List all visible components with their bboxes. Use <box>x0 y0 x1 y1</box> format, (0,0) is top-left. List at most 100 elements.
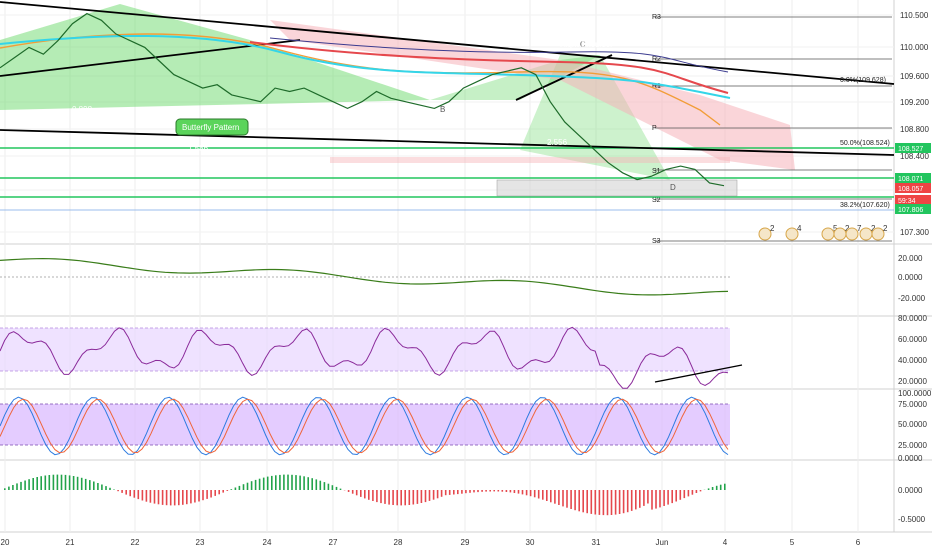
macd-bar <box>707 488 710 490</box>
macd-bar <box>355 490 358 496</box>
level-p: P <box>652 125 657 132</box>
fib-38-label: 38.2%(107.620) <box>840 202 890 209</box>
macd-bar <box>566 490 568 508</box>
macd-bar <box>52 474 55 490</box>
macd-bar <box>388 490 390 505</box>
macd-bar <box>384 490 386 504</box>
macd-bar <box>198 490 200 502</box>
macd-bar <box>380 490 382 504</box>
macd-bar <box>711 487 714 490</box>
price-tick: 107.300 <box>900 228 929 237</box>
macd-bar <box>513 490 516 493</box>
stoch-k-line <box>0 396 729 456</box>
macd-bar <box>206 490 208 499</box>
macd-bar <box>594 490 597 515</box>
pane-tick: 50.0000 <box>898 420 927 429</box>
macd-bar <box>368 490 370 500</box>
price-tag-label: 108.527 <box>898 146 923 153</box>
point-c: C <box>580 40 586 49</box>
macd-bar <box>72 476 75 490</box>
macd-bar <box>428 490 431 501</box>
macd-bar <box>173 490 176 506</box>
macd-bar <box>550 490 552 503</box>
price-tag-bg <box>895 143 931 153</box>
macd-bar <box>453 490 455 495</box>
butterfly-pattern-badge[interactable]: Butterfly Pattern <box>175 118 249 136</box>
macd-bar <box>416 490 419 504</box>
macd-bar <box>44 475 47 490</box>
macd-bar <box>20 481 22 490</box>
macd-bar <box>190 490 192 504</box>
macd-bar <box>93 481 95 490</box>
macd-bar <box>32 478 34 490</box>
macd-bar <box>546 490 548 501</box>
macd-bar <box>40 476 42 490</box>
macd-bar <box>327 483 330 490</box>
macd-bar <box>647 490 649 504</box>
event-badge-count: 5 <box>833 224 838 233</box>
macd-bar <box>529 490 532 497</box>
macd-bar <box>161 490 164 505</box>
macd-bar <box>724 483 726 490</box>
momentum-axis: 20.000 0.0000 -20.000 <box>898 254 926 303</box>
macd-bar <box>606 490 609 516</box>
pane-tick: 40.0000 <box>898 356 927 365</box>
event-badge-icon <box>758 227 772 241</box>
macd-bar <box>691 490 694 495</box>
macd-bar <box>481 490 483 492</box>
price-tag-bg <box>895 204 931 214</box>
macd-bar <box>505 490 508 492</box>
macd-bar <box>246 482 249 490</box>
macd-bar <box>517 490 520 494</box>
macd-bar <box>719 484 722 490</box>
macd-bar <box>622 490 625 514</box>
event-badge-count: 2 <box>883 224 888 233</box>
event-badge-count: 2 <box>845 224 850 233</box>
time-tick: 21 <box>66 538 75 547</box>
macd-bar <box>4 488 6 490</box>
pane-tick: 20.0000 <box>898 377 927 386</box>
macd-bar <box>238 485 241 490</box>
macd-bar <box>695 490 698 493</box>
macd-bar <box>97 483 99 490</box>
macd-bar <box>667 490 669 505</box>
macd-bar <box>157 490 160 505</box>
macd-bar <box>424 490 427 503</box>
macd-bar <box>635 490 637 510</box>
time-tick: 23 <box>196 538 205 547</box>
pane-tick: 0.0000 <box>898 454 923 463</box>
macd-bar <box>578 490 580 512</box>
ratio-047: 0.47 <box>353 21 369 30</box>
macd-bar <box>351 490 354 494</box>
time-tick: 4 <box>723 538 728 547</box>
macd-bar <box>271 475 273 490</box>
macd-bar <box>432 490 435 500</box>
macd-bar <box>598 490 601 515</box>
macd-bar <box>307 477 309 490</box>
macd-bar <box>469 490 471 493</box>
macd-bar <box>311 478 313 490</box>
macd-bar <box>137 490 140 500</box>
macd-bar <box>521 490 524 495</box>
macd-bar <box>266 476 269 490</box>
pane-tick: 60.0000 <box>898 335 927 344</box>
macd-bar <box>28 479 30 490</box>
pane-tick: 100.0000 <box>898 389 932 398</box>
price-tick: 109.600 <box>900 72 929 81</box>
price-tick: 109.200 <box>900 98 929 107</box>
macd-bar <box>258 478 261 490</box>
ma-navy <box>269 37 729 73</box>
event-badge-icon <box>871 227 885 241</box>
macd-bar <box>80 477 83 490</box>
ma-cyan <box>0 34 731 99</box>
macd-bar <box>404 490 406 506</box>
macd-bar <box>533 490 536 498</box>
macd-bar <box>440 490 443 497</box>
level-r1: R1 <box>652 83 661 90</box>
macd-bar <box>574 490 576 511</box>
macd-bar <box>254 479 257 490</box>
time-tick: 5 <box>790 538 795 547</box>
pane-tick: 0.0000 <box>898 273 923 282</box>
